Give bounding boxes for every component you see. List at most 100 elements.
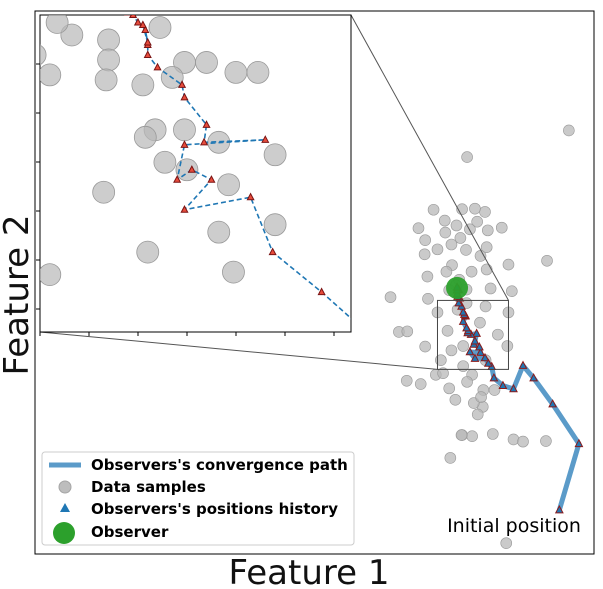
inset-data-sample-point <box>207 220 231 244</box>
inset-history-marker <box>180 92 189 101</box>
history-position-marker <box>470 353 480 362</box>
data-sample-point <box>400 374 413 387</box>
inset-history-marker <box>128 15 138 19</box>
history-position-marker <box>470 336 480 345</box>
history-position-marker <box>458 316 468 325</box>
data-sample-point <box>461 376 473 388</box>
data-sample-point <box>437 367 449 379</box>
inset-convergence-path <box>131 15 351 320</box>
inset-history-marker <box>143 37 152 46</box>
data-sample-point <box>465 265 478 278</box>
history-position-marker <box>498 380 508 389</box>
inset-data-sample-point <box>131 73 155 97</box>
legend-history-label: Observers's positions history <box>91 500 338 518</box>
legend-samples-swatch <box>58 480 72 494</box>
inset-history-marker <box>173 175 182 183</box>
data-sample-point <box>502 258 515 271</box>
data-sample-point <box>492 328 504 341</box>
data-sample-point <box>440 265 453 278</box>
data-sample-point <box>439 226 452 239</box>
history-position-marker <box>489 372 499 382</box>
data-sample-point <box>427 203 440 216</box>
inset-history-marker <box>180 140 189 148</box>
history-position-marker <box>554 504 564 514</box>
inset-history-marker <box>317 287 326 296</box>
data-sample-point <box>435 354 447 366</box>
observer-marker <box>446 276 469 299</box>
data-sample-point <box>412 222 425 234</box>
data-sample-point <box>445 238 458 251</box>
data-sample-point <box>487 428 499 440</box>
legend-observer-swatch <box>53 522 75 544</box>
data-sample-point <box>414 378 427 390</box>
data-sample-point <box>444 452 457 464</box>
inset-data-sample-point <box>92 180 116 204</box>
data-sample-point <box>488 384 501 396</box>
legend-observer-label: Observer <box>91 523 169 541</box>
inset-history-marker <box>143 50 152 58</box>
inset-data-sample-point <box>153 150 177 174</box>
data-sample-point <box>455 429 468 441</box>
data-sample-point <box>422 292 434 305</box>
data-sample-point <box>479 300 492 313</box>
history-position-marker <box>529 372 539 382</box>
inset-tick-marks <box>36 63 335 336</box>
inset-data-sample-point <box>246 61 270 84</box>
data-sample-point <box>450 219 463 232</box>
zoom-region-box <box>436 299 509 370</box>
data-sample-point <box>457 360 469 372</box>
annotation-initial-position: Initial position <box>447 515 581 537</box>
connector-line-top <box>350 14 509 301</box>
data-sample-point <box>461 151 473 163</box>
legend-path-label: Observers's convergence path <box>91 456 348 474</box>
inset-data-sample-point <box>222 260 245 284</box>
inset-history-marker <box>124 15 133 16</box>
data-sample-point <box>418 248 431 261</box>
history-position-marker <box>462 323 471 332</box>
data-sample-point <box>421 270 434 283</box>
inset-positions-history <box>124 15 326 296</box>
inset-history-marker <box>187 165 196 173</box>
data-sample-point <box>454 232 467 244</box>
data-sample-point <box>443 382 456 395</box>
inset-history-marker <box>268 247 277 256</box>
data-sample-point <box>471 408 484 421</box>
data-sample-point <box>563 124 575 137</box>
data-sample-point <box>480 241 493 254</box>
inset-path-line <box>131 15 351 320</box>
data-sample-point <box>541 254 553 267</box>
data-sample-point <box>466 430 478 442</box>
data-sample-point <box>431 243 444 256</box>
data-sample-point <box>517 435 529 448</box>
inset-history-marker <box>246 192 255 201</box>
data-sample-point <box>484 282 497 295</box>
inset-history-marker <box>177 80 187 88</box>
data-sample-point <box>464 223 476 236</box>
legend-frame <box>41 451 355 546</box>
data-sample-point <box>481 224 494 237</box>
inset-data-sample-point <box>97 48 120 72</box>
inset-history-marker <box>153 62 162 71</box>
inset-axes <box>36 14 352 336</box>
inset-data-sample-point <box>263 143 287 167</box>
inset-connector-lines <box>39 14 509 370</box>
data-sample-point <box>419 234 431 246</box>
history-position-marker <box>465 346 475 356</box>
inset-history-marker <box>200 137 209 146</box>
data-sample-point <box>480 263 493 276</box>
inset-data-sample-point <box>45 15 69 34</box>
inset-data-sample-point <box>148 16 172 39</box>
data-sample-point <box>475 391 487 403</box>
inset-data-sample-point <box>136 240 160 264</box>
history-position-marker <box>458 307 468 316</box>
inset-data-sample-point <box>97 28 120 52</box>
history-position-marker <box>454 298 464 307</box>
inset-data-sample-point <box>175 158 199 182</box>
history-position-marker <box>574 438 584 448</box>
y-axis-label: Feature 2 <box>0 215 37 376</box>
data-sample-point <box>457 340 469 352</box>
inset-history-marker <box>133 17 143 26</box>
inset-data-sample-point <box>60 23 84 47</box>
data-sample-point <box>445 344 458 357</box>
history-position-marker <box>472 328 482 337</box>
